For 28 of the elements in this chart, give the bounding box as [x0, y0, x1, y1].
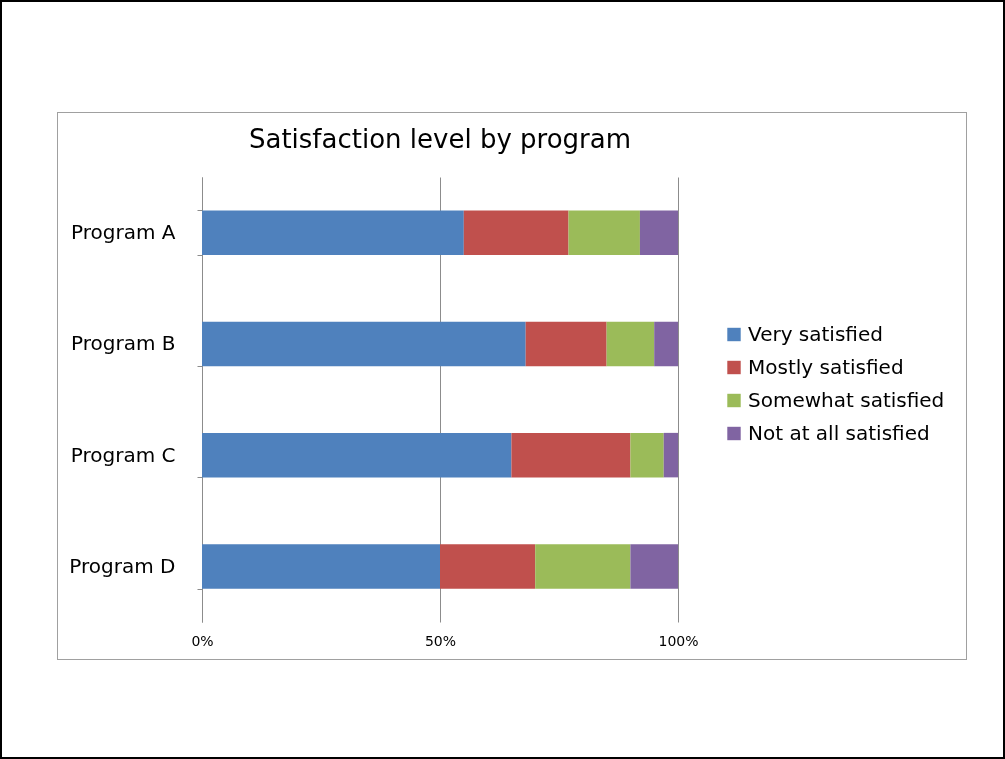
bar	[654, 321, 678, 367]
y-tick-label: Program D	[69, 553, 176, 578]
bar	[440, 544, 536, 589]
bar	[663, 432, 678, 478]
y-tick-label: Program B	[71, 331, 176, 356]
bar	[463, 210, 569, 255]
legend-label: Somewhat satisfied	[748, 387, 945, 412]
chart-title: Satisfaction level by program	[248, 124, 632, 154]
x-tick-label: 0%	[191, 632, 214, 649]
bar	[568, 210, 640, 255]
bar	[511, 432, 631, 478]
bar	[630, 544, 678, 589]
legend-label: Very satisfied	[748, 321, 883, 346]
bar	[525, 321, 607, 367]
legend-label: Not at all satisfied	[748, 420, 930, 445]
y-tick-label: Program C	[70, 442, 176, 467]
x-tick-label: 100%	[658, 632, 699, 649]
x-tick-label: 50%	[424, 632, 457, 649]
y-tick-label: Program A	[71, 220, 176, 245]
legend-label: Mostly satisfied	[748, 354, 904, 379]
bar	[202, 210, 464, 255]
bar	[202, 432, 512, 478]
bar	[639, 210, 678, 255]
bar	[630, 432, 664, 478]
bar	[535, 544, 631, 589]
bar	[202, 321, 526, 367]
bar	[202, 544, 440, 589]
bar	[606, 321, 655, 367]
